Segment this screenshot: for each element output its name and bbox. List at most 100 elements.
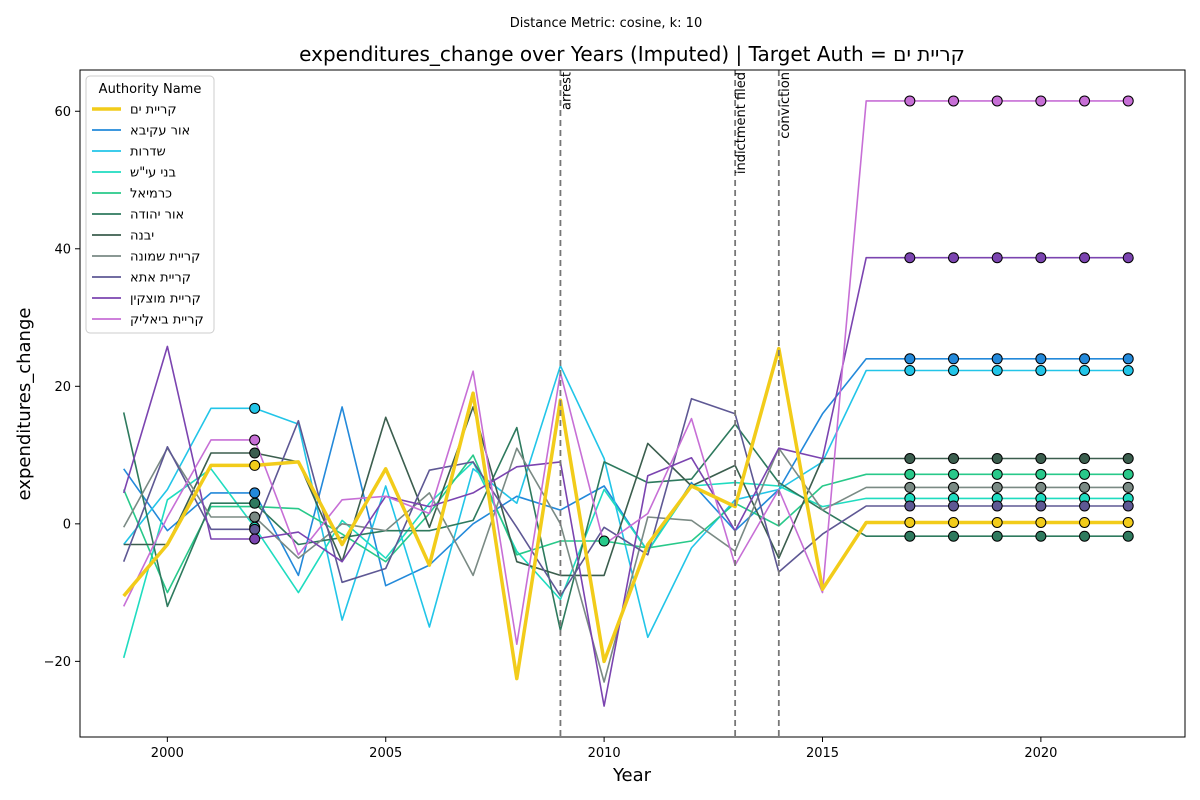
x-axis-label: Year [612,765,652,786]
series-line-קריית ביאליק[interactable] [122,100,1129,646]
x-tick-label: 2020 [1024,746,1057,761]
series-line-קריית שמונה[interactable] [122,447,1129,683]
imputed-marker[interactable] [1079,353,1091,365]
plot-area: 2000 2005 2010 2015 2020 −20 0 20 40 60 arrest indi… [44,70,1134,761]
imputed-marker[interactable] [991,95,1003,107]
imputed-marker[interactable] [249,487,261,499]
imputed-marker[interactable] [948,516,960,528]
imputed-marker[interactable] [904,453,916,465]
imputed-marker[interactable] [1122,353,1134,365]
imputed-marker[interactable] [1079,516,1091,528]
imputed-marker[interactable] [948,500,960,512]
imputed-marker[interactable] [991,530,1003,542]
series-line-שדרות[interactable] [123,364,1129,639]
imputed-marker[interactable] [1079,468,1091,480]
imputed-marker[interactable] [991,516,1003,528]
imputed-marker[interactable] [249,511,261,523]
imputed-marker[interactable] [1122,481,1134,493]
imputed-marker[interactable] [991,252,1003,264]
imputed-marker[interactable] [904,364,916,376]
imputed-marker[interactable] [1035,468,1047,480]
legend-label: יבנה [130,229,154,244]
event-label: conviction [778,72,793,139]
series-line-קריית מוצקין[interactable] [122,256,1129,707]
imputed-marker[interactable] [1122,364,1134,376]
imputed-marker[interactable] [1079,530,1091,542]
series-line-בני עי"ש[interactable] [122,461,1129,659]
imputed-marker[interactable] [1079,453,1091,465]
imputed-marker[interactable] [904,95,916,107]
imputed-marker[interactable] [1122,530,1134,542]
imputed-marker[interactable] [1079,252,1091,264]
series-line-כרמיאל[interactable] [122,454,1129,594]
event-label: arrest [559,72,574,110]
imputed-marker[interactable] [948,453,960,465]
legend-title: Authority Name [99,82,202,97]
imputed-marker[interactable] [904,500,916,512]
series-line-קריית אתא[interactable] [122,397,1129,597]
legend-label: אור יהודה [130,208,184,223]
legend-label: קריית שמונה [130,250,200,265]
imputed-marker[interactable] [249,402,261,414]
imputed-marker[interactable] [1079,481,1091,493]
imputed-marker[interactable] [904,353,916,365]
imputed-marker[interactable] [904,252,916,264]
imputed-marker[interactable] [249,459,261,471]
series-line-קריית ים[interactable] [122,346,1129,681]
legend-label: קריית אתא [130,271,191,286]
imputed-marker[interactable] [1122,453,1134,465]
imputed-marker[interactable] [904,468,916,480]
imputed-marker[interactable] [1035,252,1047,264]
imputed-marker[interactable] [249,523,261,535]
imputed-marker[interactable] [249,447,261,459]
imputed-marker[interactable] [991,500,1003,512]
imputed-marker[interactable] [249,497,261,509]
legend-box [85,75,215,334]
imputed-marker[interactable] [948,481,960,493]
imputed-marker[interactable] [948,252,960,264]
imputed-marker[interactable] [1122,500,1134,512]
imputed-marker[interactable] [948,468,960,480]
imputed-marker[interactable] [991,481,1003,493]
imputed-marker[interactable] [991,364,1003,376]
imputed-marker[interactable] [249,434,261,446]
imputed-marker[interactable] [948,530,960,542]
series-line-יבנה[interactable] [123,406,1129,577]
chart-title: expenditures_change over Years (Imputed)… [299,42,965,66]
imputed-marker[interactable] [1035,500,1047,512]
imputed-marker[interactable] [1035,453,1047,465]
imputed-marker[interactable] [1122,468,1134,480]
imputed-marker[interactable] [904,530,916,542]
imputed-marker[interactable] [1035,516,1047,528]
imputed-marker[interactable] [991,468,1003,480]
imputed-marker[interactable] [1079,95,1091,107]
y-axis-label: expenditures_change [14,308,35,501]
imputed-marker[interactable] [1079,364,1091,376]
event-label: indictment filed [734,72,749,174]
legend-label: קריית ביאליק [130,313,204,328]
imputed-marker[interactable] [948,353,960,365]
legend-items: קריית ים אור עקיבא שדרות בני עי"ש כרמיאל אור … [92,103,204,328]
series-line-אור עקיבא[interactable] [123,357,1129,587]
imputed-marker[interactable] [991,353,1003,365]
imputed-marker[interactable] [1122,516,1134,528]
imputed-marker[interactable] [1035,481,1047,493]
imputed-marker[interactable] [904,481,916,493]
imputed-marker[interactable] [598,535,610,547]
chart-suptitle: Distance Metric: cosine, k: 10 [510,16,702,31]
plot-frame [79,69,1186,738]
imputed-marker[interactable] [1122,95,1134,107]
imputed-marker[interactable] [1035,95,1047,107]
imputed-marker[interactable] [1035,353,1047,365]
imputed-marker[interactable] [991,453,1003,465]
imputed-marker[interactable] [904,516,916,528]
imputed-marker[interactable] [948,364,960,376]
imputed-marker[interactable] [1035,364,1047,376]
y-tick-label: 20 [54,380,71,395]
imputed-marker[interactable] [948,95,960,107]
imputed-marker[interactable] [1035,530,1047,542]
imputed-marker[interactable] [1122,252,1134,264]
imputed-marker[interactable] [1079,500,1091,512]
y-tick-label: 40 [54,242,71,257]
imputed-marker[interactable] [249,533,261,545]
